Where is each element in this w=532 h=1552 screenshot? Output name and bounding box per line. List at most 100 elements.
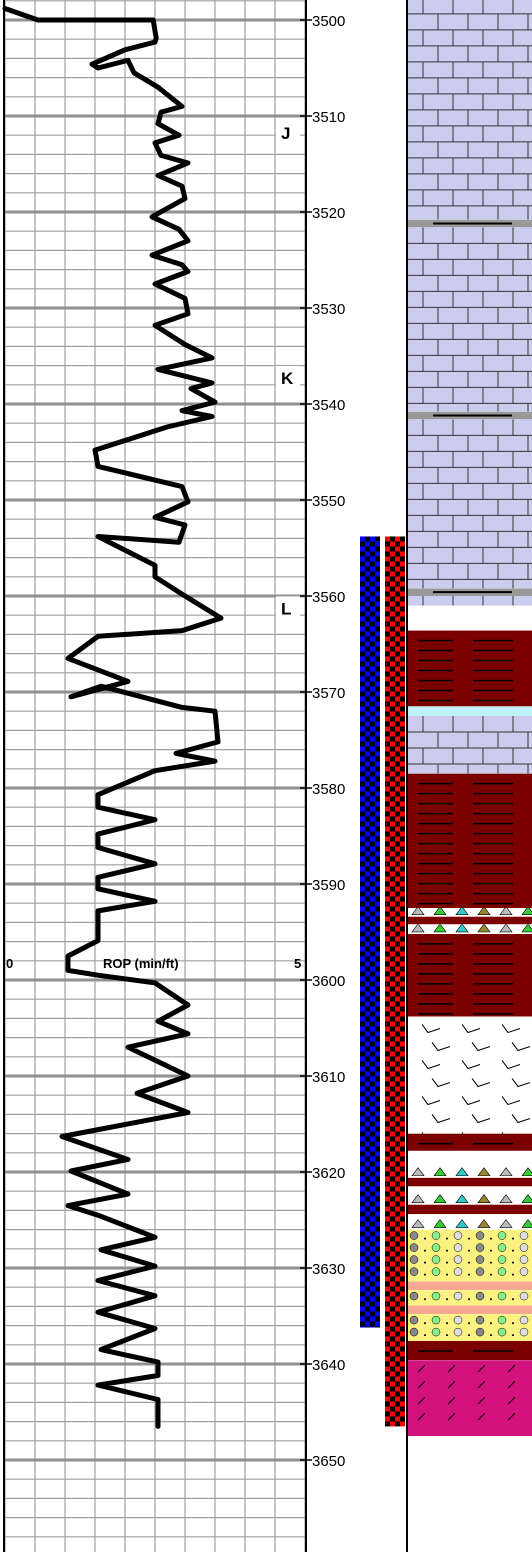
bar-cell bbox=[360, 1166, 365, 1172]
bar-cell bbox=[390, 1136, 395, 1142]
bar-cell bbox=[385, 856, 390, 862]
bar-cell bbox=[370, 896, 375, 902]
bar-cell bbox=[385, 581, 390, 587]
bar-cell bbox=[365, 626, 370, 632]
bar-cell bbox=[365, 841, 370, 847]
bar-cell bbox=[390, 1241, 395, 1247]
bar-cell bbox=[390, 1261, 395, 1267]
bar-cell bbox=[370, 666, 375, 672]
bar-cell bbox=[375, 896, 380, 902]
bar-cell bbox=[375, 911, 380, 917]
bar-cell bbox=[395, 606, 400, 612]
bar-cell bbox=[385, 721, 390, 727]
bar-cell bbox=[400, 931, 405, 937]
lith-limestone bbox=[408, 716, 532, 774]
bar-cell bbox=[385, 1071, 390, 1077]
bar-cell bbox=[375, 756, 380, 762]
bar-cell bbox=[400, 921, 405, 927]
bar-cell bbox=[400, 576, 405, 582]
bar-cell bbox=[365, 891, 370, 897]
chert-triangle bbox=[521, 1194, 532, 1203]
bar-cell bbox=[375, 746, 380, 752]
bar-cell bbox=[390, 631, 395, 637]
bar-cell bbox=[375, 771, 380, 777]
bar-cell bbox=[385, 1301, 390, 1307]
bar-cell bbox=[365, 901, 370, 907]
bar-cell bbox=[360, 1126, 365, 1132]
bar-cell bbox=[370, 1236, 375, 1242]
bar-cell bbox=[395, 676, 400, 682]
bar-cell bbox=[390, 606, 395, 612]
bar-cell bbox=[390, 1406, 395, 1412]
bar-cell bbox=[370, 831, 375, 837]
bar-cell bbox=[375, 906, 380, 912]
bar-cell bbox=[400, 936, 405, 942]
bar-cell bbox=[390, 1156, 395, 1162]
bar-cell bbox=[370, 616, 375, 622]
bar-cell bbox=[385, 1126, 390, 1132]
bar-cell bbox=[360, 666, 365, 672]
bar-cell bbox=[395, 641, 400, 647]
bar-cell bbox=[395, 1046, 400, 1052]
speck bbox=[468, 1261, 470, 1264]
bar-cell bbox=[370, 911, 375, 917]
bar-cell bbox=[365, 1226, 370, 1232]
bar-cell bbox=[375, 1061, 380, 1067]
bar-cell bbox=[390, 881, 395, 887]
bar-cell bbox=[385, 1396, 390, 1402]
grain bbox=[475, 1255, 485, 1264]
bar-cell bbox=[375, 861, 380, 867]
bar-cell bbox=[375, 676, 380, 682]
bar-cell bbox=[385, 1056, 390, 1062]
bar-cell bbox=[400, 926, 405, 932]
bar-cell bbox=[370, 956, 375, 962]
chert-triangle bbox=[477, 924, 491, 933]
bar-cell bbox=[385, 1296, 390, 1302]
bar-cell bbox=[370, 1051, 375, 1057]
bar-cell bbox=[375, 831, 380, 837]
bar-cell bbox=[370, 741, 375, 747]
bar-cell bbox=[370, 936, 375, 942]
bar-cell bbox=[390, 966, 395, 972]
bar-cell bbox=[390, 1421, 395, 1427]
bar-cell bbox=[370, 596, 375, 602]
bar-cell bbox=[370, 1071, 375, 1077]
bar-cell bbox=[385, 1171, 390, 1177]
bar-cell bbox=[375, 1041, 380, 1047]
bar-cell bbox=[390, 996, 395, 1002]
bar-cell bbox=[375, 1036, 380, 1042]
bar-cell bbox=[375, 916, 380, 922]
bar-cell bbox=[390, 656, 395, 662]
dolomite-mark bbox=[461, 1060, 481, 1070]
bar-cell bbox=[390, 626, 395, 632]
grain bbox=[519, 1291, 529, 1301]
bar-cell bbox=[400, 1061, 405, 1067]
bar-cell bbox=[365, 546, 370, 552]
bar-cell bbox=[365, 1061, 370, 1067]
bar-cell bbox=[365, 1261, 370, 1267]
bar-cell bbox=[400, 1126, 405, 1132]
bar-cell bbox=[360, 911, 365, 917]
bar-cell bbox=[360, 1001, 365, 1007]
bar-cell bbox=[395, 976, 400, 982]
bar-cell bbox=[385, 1401, 390, 1407]
bar-cell bbox=[365, 1131, 370, 1137]
bar-cell bbox=[365, 1101, 370, 1107]
bar-cell bbox=[395, 541, 400, 547]
bar-cell bbox=[385, 561, 390, 567]
bar-cell bbox=[385, 766, 390, 772]
lith-sandstone-cyan bbox=[408, 706, 532, 716]
bar-cell bbox=[400, 1091, 405, 1097]
bar-cell bbox=[375, 1226, 380, 1232]
bar-cell bbox=[385, 1156, 390, 1162]
bar-cell bbox=[375, 621, 380, 627]
bar-cell bbox=[390, 1336, 395, 1342]
bar-cell bbox=[365, 1091, 370, 1097]
bar-cell bbox=[370, 866, 375, 872]
depth-label: 3530 bbox=[312, 301, 345, 318]
lith-fill bbox=[408, 706, 532, 716]
bar-cell bbox=[390, 781, 395, 787]
bar-cell bbox=[375, 986, 380, 992]
bar-cell bbox=[375, 941, 380, 947]
bar-cell bbox=[360, 676, 365, 682]
